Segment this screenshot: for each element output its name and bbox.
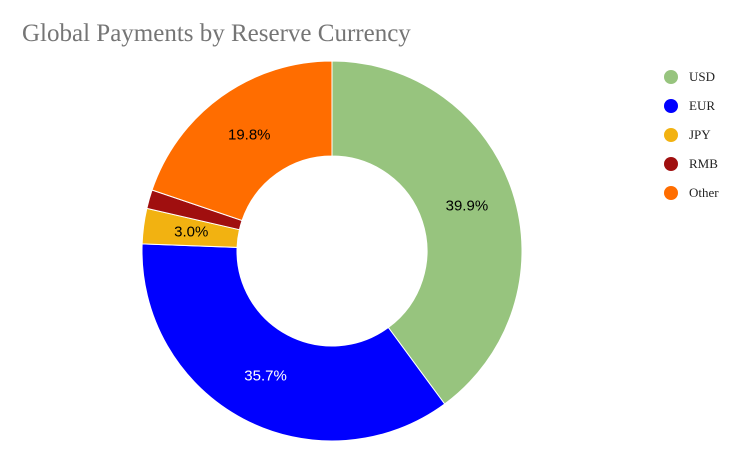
legend-label: RMB	[689, 155, 718, 171]
legend-item-other[interactable]: Other	[664, 178, 719, 207]
legend-label: JPY	[689, 126, 711, 142]
slice-other[interactable]	[151, 60, 333, 222]
legend-item-jpy[interactable]: JPY	[664, 120, 719, 149]
slice-label-other: 19.8%	[228, 127, 271, 144]
donut-slices	[141, 60, 523, 442]
legend-item-usd[interactable]: USD	[664, 62, 719, 91]
slice-usd[interactable]	[331, 60, 523, 405]
slice-eur[interactable]	[141, 243, 446, 442]
slice-label-eur: 35.7%	[244, 367, 287, 384]
legend-label: EUR	[689, 97, 715, 113]
legend-swatch	[664, 69, 678, 84]
legend-item-eur[interactable]: EUR	[664, 91, 719, 120]
legend-label: USD	[689, 68, 716, 84]
slice-labels: 39.9% 35.7% 3.0% 19.8%	[174, 127, 488, 385]
chart-title: Global Payments by Reserve Currency	[22, 20, 411, 47]
slice-label-usd: 39.9%	[446, 198, 489, 215]
slice-label-jpy: 3.0%	[174, 223, 208, 240]
legend-swatch	[664, 156, 678, 171]
legend-item-rmb[interactable]: RMB	[664, 149, 719, 178]
legend-label: Other	[689, 184, 719, 200]
legend-swatch	[664, 98, 678, 113]
legend-swatch	[664, 185, 678, 200]
chart-legend: USD EUR JPY RMB Other	[664, 62, 719, 207]
legend-swatch	[664, 127, 678, 142]
